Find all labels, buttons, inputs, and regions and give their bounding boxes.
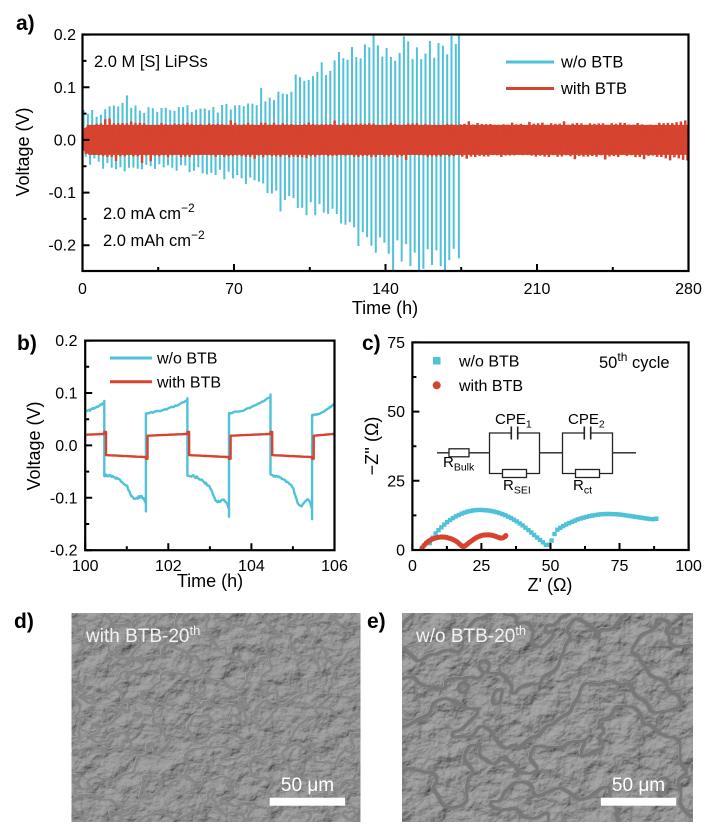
svg-text:0: 0 bbox=[396, 543, 405, 560]
svg-text:with BTB: with BTB bbox=[560, 80, 627, 98]
svg-text:104: 104 bbox=[238, 558, 265, 575]
svg-text:280: 280 bbox=[675, 281, 702, 298]
svg-text:0.1: 0.1 bbox=[54, 80, 76, 97]
svg-text:w/o BTB: w/o BTB bbox=[560, 54, 623, 72]
svg-text:0.2: 0.2 bbox=[55, 333, 77, 350]
svg-text:50: 50 bbox=[387, 404, 405, 421]
svg-text:-0.2: -0.2 bbox=[50, 543, 78, 560]
svg-text:−Z'' (Ω): −Z'' (Ω) bbox=[362, 417, 382, 476]
svg-text:106: 106 bbox=[321, 558, 348, 575]
svg-text:50: 50 bbox=[542, 558, 560, 575]
svg-text:with BTB-20th: with BTB-20th bbox=[85, 623, 200, 647]
svg-text:d): d) bbox=[14, 610, 34, 633]
svg-text:25: 25 bbox=[473, 558, 491, 575]
svg-text:100: 100 bbox=[675, 558, 702, 575]
svg-text:70: 70 bbox=[225, 281, 243, 298]
svg-text:210: 210 bbox=[524, 281, 551, 298]
svg-text:0.2: 0.2 bbox=[54, 27, 76, 44]
svg-text:b): b) bbox=[17, 332, 37, 355]
svg-text:CPE1: CPE1 bbox=[495, 411, 532, 431]
svg-text:Voltage (V): Voltage (V) bbox=[24, 401, 44, 490]
svg-text:w/o BTB: w/o BTB bbox=[156, 351, 217, 368]
svg-text:75: 75 bbox=[611, 558, 629, 575]
svg-text:25: 25 bbox=[387, 473, 405, 490]
svg-text:102: 102 bbox=[155, 558, 182, 575]
svg-text:0.0: 0.0 bbox=[55, 438, 77, 455]
svg-text:Time (h): Time (h) bbox=[352, 298, 418, 318]
svg-text:2.0 mA cm−2: 2.0 mA cm−2 bbox=[103, 201, 195, 223]
svg-text:75: 75 bbox=[387, 335, 405, 352]
svg-text:0: 0 bbox=[78, 281, 87, 298]
svg-text:w/o BTB: w/o BTB bbox=[458, 354, 519, 371]
svg-text:Z' (Ω): Z' (Ω) bbox=[528, 575, 573, 595]
svg-text:Voltage (V): Voltage (V) bbox=[13, 107, 33, 196]
svg-text:0.0: 0.0 bbox=[54, 132, 76, 149]
svg-text:2.0 mAh cm−2: 2.0 mAh cm−2 bbox=[103, 228, 205, 250]
svg-text:e): e) bbox=[367, 610, 386, 633]
svg-text:140: 140 bbox=[372, 281, 399, 298]
svg-text:50 μm: 50 μm bbox=[612, 775, 665, 796]
svg-text:2.0 M [S] LiPSs: 2.0 M [S] LiPSs bbox=[94, 53, 208, 71]
svg-text:0: 0 bbox=[408, 558, 417, 575]
svg-text:c): c) bbox=[362, 332, 381, 355]
svg-text:0.1: 0.1 bbox=[55, 386, 77, 403]
svg-text:Time (h): Time (h) bbox=[177, 571, 243, 591]
svg-text:CPE2: CPE2 bbox=[568, 411, 605, 431]
svg-text:with BTB: with BTB bbox=[458, 378, 523, 395]
svg-text:w/o BTB-20th: w/o BTB-20th bbox=[415, 623, 526, 647]
svg-text:-0.1: -0.1 bbox=[50, 490, 78, 507]
svg-text:a): a) bbox=[16, 12, 35, 35]
svg-text:50 μm: 50 μm bbox=[281, 775, 334, 796]
svg-text:50th cycle: 50th cycle bbox=[599, 350, 670, 372]
svg-text:with BTB: with BTB bbox=[156, 374, 221, 391]
svg-text:100: 100 bbox=[72, 558, 99, 575]
svg-text:-0.2: -0.2 bbox=[48, 238, 76, 255]
svg-text:-0.1: -0.1 bbox=[48, 185, 76, 202]
